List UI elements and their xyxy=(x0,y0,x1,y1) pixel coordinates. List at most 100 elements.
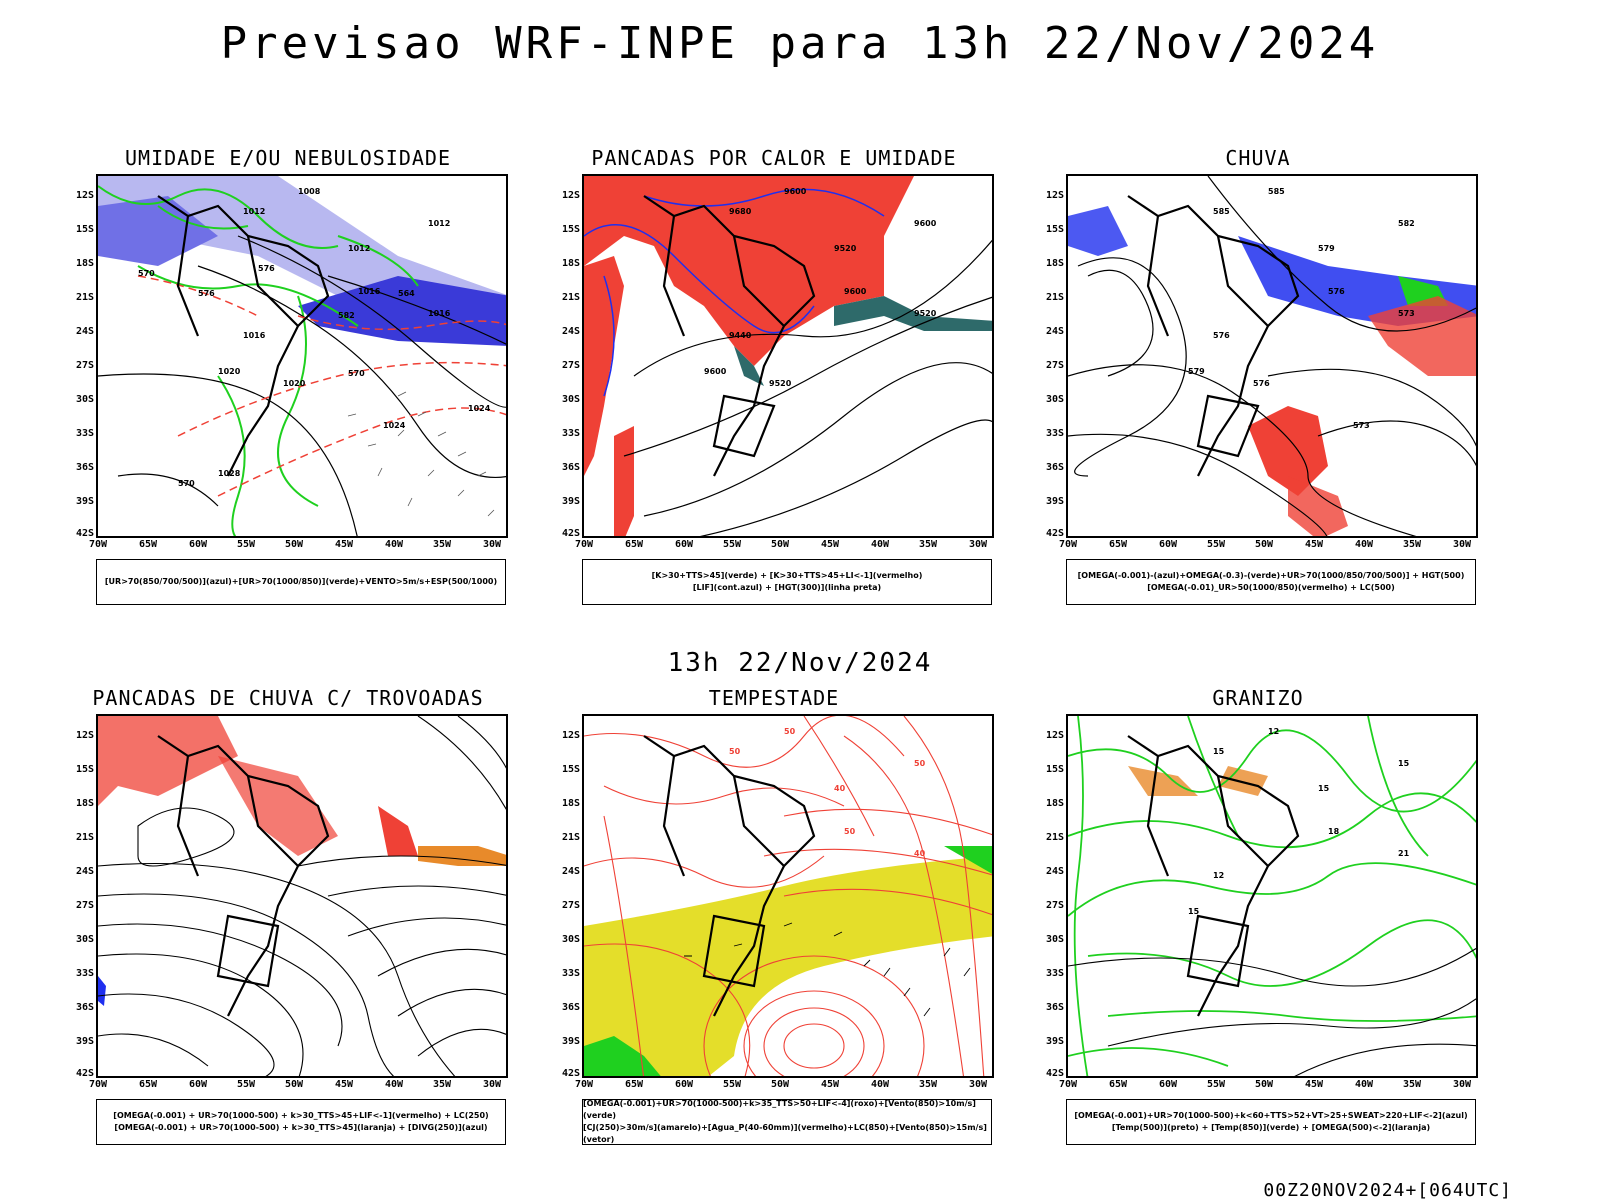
map: 1008 1012 1012 1012 1016 1016 1016 1020 1020 1024… xyxy=(96,174,508,538)
lon-tick-label: 70W xyxy=(574,539,594,550)
legend-line: [OMEGA(-0.001)+UR>70(1000-500)+k<60+TTS>… xyxy=(1074,1111,1468,1120)
contour-label: 576 xyxy=(1253,379,1270,388)
lon-tick-label: 40W xyxy=(1354,539,1374,550)
lat-tick-label: 42S xyxy=(75,1068,94,1079)
panel-title: PANCADAS POR CALOR E UMIDADE xyxy=(591,146,957,170)
contour-label: 9600 xyxy=(844,287,867,296)
lat-tick-label: 15S xyxy=(1045,224,1064,235)
lon-tick-label: 40W xyxy=(870,1079,890,1090)
panel-chuva: CHUVA 585 585 582 579 5 xyxy=(1038,146,1478,626)
contour-label: 576 xyxy=(198,289,215,298)
lat-tick-label: 39S xyxy=(561,1036,580,1047)
lat-tick-label: 12S xyxy=(75,190,94,201)
lat-tick-label: 12S xyxy=(561,190,580,201)
lat-tick-label: 30S xyxy=(1045,394,1064,405)
map: 12 15 15 15 18 21 12 15 xyxy=(1066,714,1478,1078)
lat-tick-label: 33S xyxy=(561,428,580,439)
lon-tick-label: 70W xyxy=(88,539,108,550)
contour-label: 18 xyxy=(1328,827,1340,836)
lon-tick-label: 60W xyxy=(188,539,208,550)
panel-tempestade: TEMPESTADE xyxy=(554,686,994,1166)
panel-title: GRANIZO xyxy=(1212,686,1304,710)
lon-tick-label: 40W xyxy=(870,539,890,550)
lat-tick-label: 18S xyxy=(75,258,94,269)
lon-tick-label: 70W xyxy=(1058,1079,1078,1090)
lat-tick-label: 42S xyxy=(561,1068,580,1079)
lon-tick-label: 50W xyxy=(1254,539,1274,550)
lon-tick-label: 65W xyxy=(1108,1079,1128,1090)
lat-tick-label: 42S xyxy=(561,528,580,539)
contour-label: 21 xyxy=(1398,849,1410,858)
lon-tick-label: 45W xyxy=(1304,1079,1324,1090)
lat-tick-label: 33S xyxy=(561,968,580,979)
lat-tick-label: 24S xyxy=(561,326,580,337)
contour-label: 9520 xyxy=(914,309,937,318)
contour-label: 1016 xyxy=(428,309,451,318)
contour-label: 9600 xyxy=(914,219,937,228)
lon-tick-label: 55W xyxy=(236,1079,256,1090)
contour-label: 576 xyxy=(258,264,275,273)
lat-tick-label: 30S xyxy=(1045,934,1064,945)
contour-label: 1020 xyxy=(218,367,241,376)
contour-label: 564 xyxy=(398,289,415,298)
lon-tick-label: 30W xyxy=(1452,1079,1472,1090)
lat-tick-label: 12S xyxy=(1045,730,1064,741)
lat-tick-label: 21S xyxy=(75,292,94,303)
lon-tick-label: 60W xyxy=(1158,539,1178,550)
mid-title: 13h 22/Nov/2024 xyxy=(667,648,933,678)
lon-tick-label: 50W xyxy=(1254,1079,1274,1090)
lon-tick-label: 35W xyxy=(1402,1079,1422,1090)
contour-label: 570 xyxy=(178,479,195,488)
lat-tick-label: 30S xyxy=(75,934,94,945)
lon-tick-label: 60W xyxy=(188,1079,208,1090)
lat-tick-label: 42S xyxy=(75,528,94,539)
lat-tick-label: 42S xyxy=(1045,1068,1064,1079)
legend-line: [OMEGA(-0.001)+UR>70(1000-500)+k>35_TTS>… xyxy=(583,1099,976,1120)
lon-tick-label: 70W xyxy=(1058,539,1078,550)
lon-tick-label: 35W xyxy=(432,539,452,550)
lon-tick-label: 30W xyxy=(968,1079,988,1090)
lat-tick-label: 24S xyxy=(75,326,94,337)
lat-tick-label: 36S xyxy=(561,462,580,473)
lat-tick-label: 21S xyxy=(561,832,580,843)
lat-tick-label: 24S xyxy=(75,866,94,877)
lon-tick-label: 35W xyxy=(432,1079,452,1090)
lat-tick-label: 36S xyxy=(1045,462,1064,473)
lon-tick-label: 40W xyxy=(384,539,404,550)
contour-label: 9520 xyxy=(834,244,857,253)
lat-tick-label: 39S xyxy=(75,1036,94,1047)
contour-label: 579 xyxy=(1318,244,1335,253)
lat-tick-label: 15S xyxy=(75,224,94,235)
contour-label: 573 xyxy=(1398,309,1415,318)
map: 50 50 50 40 50 40 xyxy=(582,714,994,1078)
legend-line: [K>30+TTS>45](verde) + [K>30+TTS>45+LI<-… xyxy=(651,571,923,580)
contour-label: 9680 xyxy=(729,207,752,216)
lon-tick-label: 45W xyxy=(334,1079,354,1090)
lat-tick-label: 21S xyxy=(75,832,94,843)
lon-tick-label: 30W xyxy=(482,1079,502,1090)
contour-label: 9440 xyxy=(729,331,752,340)
panel-granizo: GRANIZO xyxy=(1038,686,1478,1166)
legend: [K>30+TTS>45](verde) + [K>30+TTS>45+LI<-… xyxy=(582,559,992,605)
contour-label: 15 xyxy=(1398,759,1410,768)
contour-label: 1028 xyxy=(218,469,241,478)
legend-line: [UR>70(850/700/500)](azul)+[UR>70(1000/8… xyxy=(104,577,498,586)
lat-tick-label: 12S xyxy=(75,730,94,741)
lat-tick-label: 24S xyxy=(1045,326,1064,337)
map: 585 585 582 579 576 573 576 579 576 573 xyxy=(1066,174,1478,538)
contour-label: 1012 xyxy=(348,244,370,253)
main-title: Previsao WRF-INPE para 13h 22/Nov/2024 xyxy=(220,18,1380,69)
lat-tick-label: 36S xyxy=(75,462,94,473)
contour-label: 585 xyxy=(1268,187,1285,196)
lat-tick-label: 39S xyxy=(1045,1036,1064,1047)
lon-tick-label: 55W xyxy=(1206,1079,1226,1090)
lat-tick-label: 18S xyxy=(561,258,580,269)
contour-label: 50 xyxy=(729,747,741,756)
legend-line: [LIF](cont.azul) + [HGT(300)](linha pret… xyxy=(692,583,882,592)
contour-label: 15 xyxy=(1318,784,1330,793)
lat-tick-label: 42S xyxy=(1045,528,1064,539)
panel-title: TEMPESTADE xyxy=(708,686,840,710)
lon-tick-label: 60W xyxy=(1158,1079,1178,1090)
lat-tick-label: 12S xyxy=(1045,190,1064,201)
lon-tick-label: 40W xyxy=(384,1079,404,1090)
